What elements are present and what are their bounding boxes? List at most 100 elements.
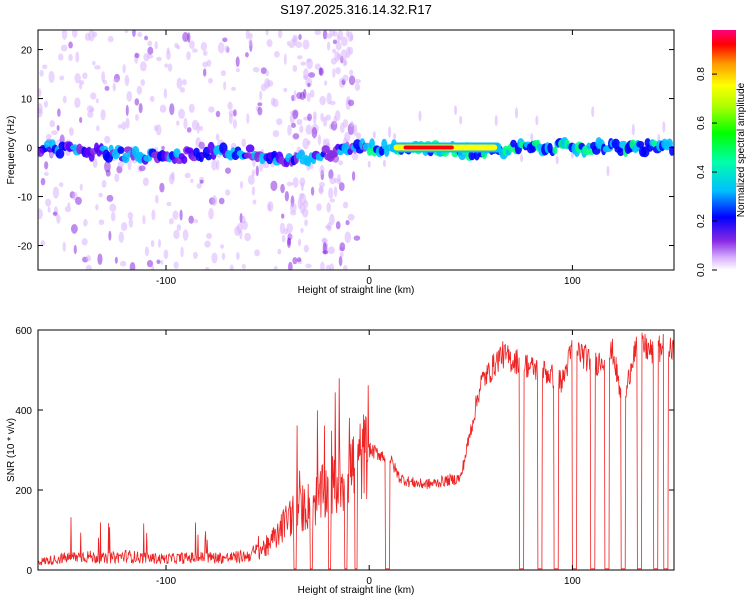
spectrogram-cell (220, 244, 224, 249)
spectrogram-y-tick-label: 20 (21, 46, 33, 57)
spectrogram-cell (64, 206, 72, 213)
spectrogram-cell (135, 114, 139, 121)
spectrogram-cell (71, 30, 78, 38)
snr-x-tick-label: 100 (564, 576, 581, 587)
spectrogram-cell (306, 58, 312, 63)
spectrogram-cell (326, 222, 332, 232)
spectrogram-cell (208, 77, 213, 84)
spectrogram-cell (136, 85, 142, 95)
colorbar-tick-label: 0.6 (696, 116, 707, 130)
spectrogram-cell (117, 161, 125, 168)
spectrogram-cell (300, 182, 304, 192)
colorbar-ticks: 0.0 0.2 0.4 0.6 0.8 (696, 67, 717, 277)
spectrogram-cell (345, 219, 350, 226)
spectrogram-cell (125, 104, 129, 116)
spectrogram-cell (343, 60, 348, 66)
spectrogram-cell (328, 246, 335, 255)
spectrogram-cell (221, 252, 226, 261)
spectrogram-cell (353, 124, 358, 136)
spectrogram-x-label: Height of straight line (km) (298, 285, 415, 296)
spectrogram-cell (164, 63, 169, 68)
spectrogram-cell (314, 30, 321, 36)
spectrogram-cell (459, 115, 463, 125)
spectrogram-cell (160, 259, 164, 265)
spectrogram-frame (37, 29, 675, 271)
spectrogram-cell (319, 95, 326, 106)
spectrogram-cell (318, 187, 324, 193)
spectrogram-cell (98, 219, 105, 226)
snr-y-tick-label: 600 (15, 326, 32, 337)
spectrogram-cell (287, 124, 292, 136)
spectrogram-cell (292, 109, 299, 120)
spectrogram-cell (340, 36, 348, 47)
spectrogram-cell (138, 165, 146, 172)
spectrogram-cell (176, 45, 181, 50)
spectrogram-cell (52, 186, 60, 199)
spectrogram-cell (245, 144, 255, 153)
snr-plot-area (38, 332, 674, 570)
spectrogram-cell (176, 120, 180, 126)
spectrogram-cell (172, 210, 179, 220)
spectrogram-cell (79, 116, 83, 123)
spectrogram-cell (74, 73, 81, 84)
spectrogram-cell (348, 46, 354, 55)
spectrogram-cell (94, 65, 101, 70)
spectrogram-cell (180, 246, 184, 258)
spectrogram-cell (252, 199, 257, 205)
spectrogram-cell (320, 261, 325, 270)
spectrogram-cell (75, 51, 80, 63)
spectrogram-cell (316, 203, 322, 211)
spectrogram-cell (342, 74, 349, 82)
spectrogram-cell (117, 146, 125, 154)
spectrogram-cell (69, 127, 74, 136)
spectrogram-cell (304, 219, 309, 227)
spectrogram-cell (173, 148, 181, 159)
spectrogram-cell (74, 97, 81, 108)
spectrogram-cell (286, 181, 294, 187)
spectrogram-cell (181, 155, 188, 164)
spectrogram-cell (265, 69, 269, 77)
spectrogram-cell (182, 32, 189, 42)
spectrogram-cell (307, 82, 311, 87)
spectrogram-cell (239, 181, 244, 189)
spectrogram-cell (333, 186, 338, 197)
spectrogram-cell (78, 80, 85, 85)
spectrogram-cell (187, 32, 191, 43)
spectrogram-cell (81, 238, 88, 246)
spectrogram-cell (313, 116, 317, 124)
spectrogram-cell (114, 173, 120, 182)
spectrogram-cell (272, 98, 279, 108)
spectrogram-cell (188, 215, 194, 224)
spectrogram-cell (151, 265, 155, 270)
spectrogram-cell (39, 69, 44, 77)
spectrogram-cell (159, 104, 167, 113)
spectrogram-cell (147, 46, 154, 55)
spectrogram-cell (494, 115, 498, 127)
spectrogram-cell (58, 53, 64, 61)
spectrogram-cell (159, 182, 165, 193)
colorbar: 0.0 0.2 0.4 0.6 0.8 Normalized spectral ampl… (696, 30, 747, 277)
colorbar-gradient (712, 30, 736, 270)
spectrogram-cell (179, 209, 183, 221)
spectrogram-cell (98, 192, 103, 198)
spectrogram-cell (241, 264, 246, 270)
spectrogram-cell (86, 105, 94, 113)
spectrogram-cell (48, 70, 55, 83)
spectrogram-cell (287, 234, 294, 239)
snr-series-line (38, 332, 674, 570)
spectrogram-x-tick-label: 0 (366, 276, 372, 287)
spectrogram-cell (259, 161, 263, 172)
spectrogram-cell (95, 98, 99, 104)
spectrogram-cell (324, 80, 328, 86)
spectrogram-cell (302, 39, 310, 50)
spectrogram-cell (334, 110, 341, 122)
spectrogram-cell (207, 141, 215, 154)
spectrogram-cell (196, 183, 202, 189)
spectrogram-cell (144, 246, 149, 257)
spectrogram-cell (82, 72, 88, 80)
spectrogram-cell (117, 124, 123, 129)
spectrogram-cell (97, 253, 103, 265)
spectrogram-cell (283, 87, 288, 93)
spectrogram-cell (137, 32, 143, 38)
spectrogram-cell (134, 98, 140, 106)
